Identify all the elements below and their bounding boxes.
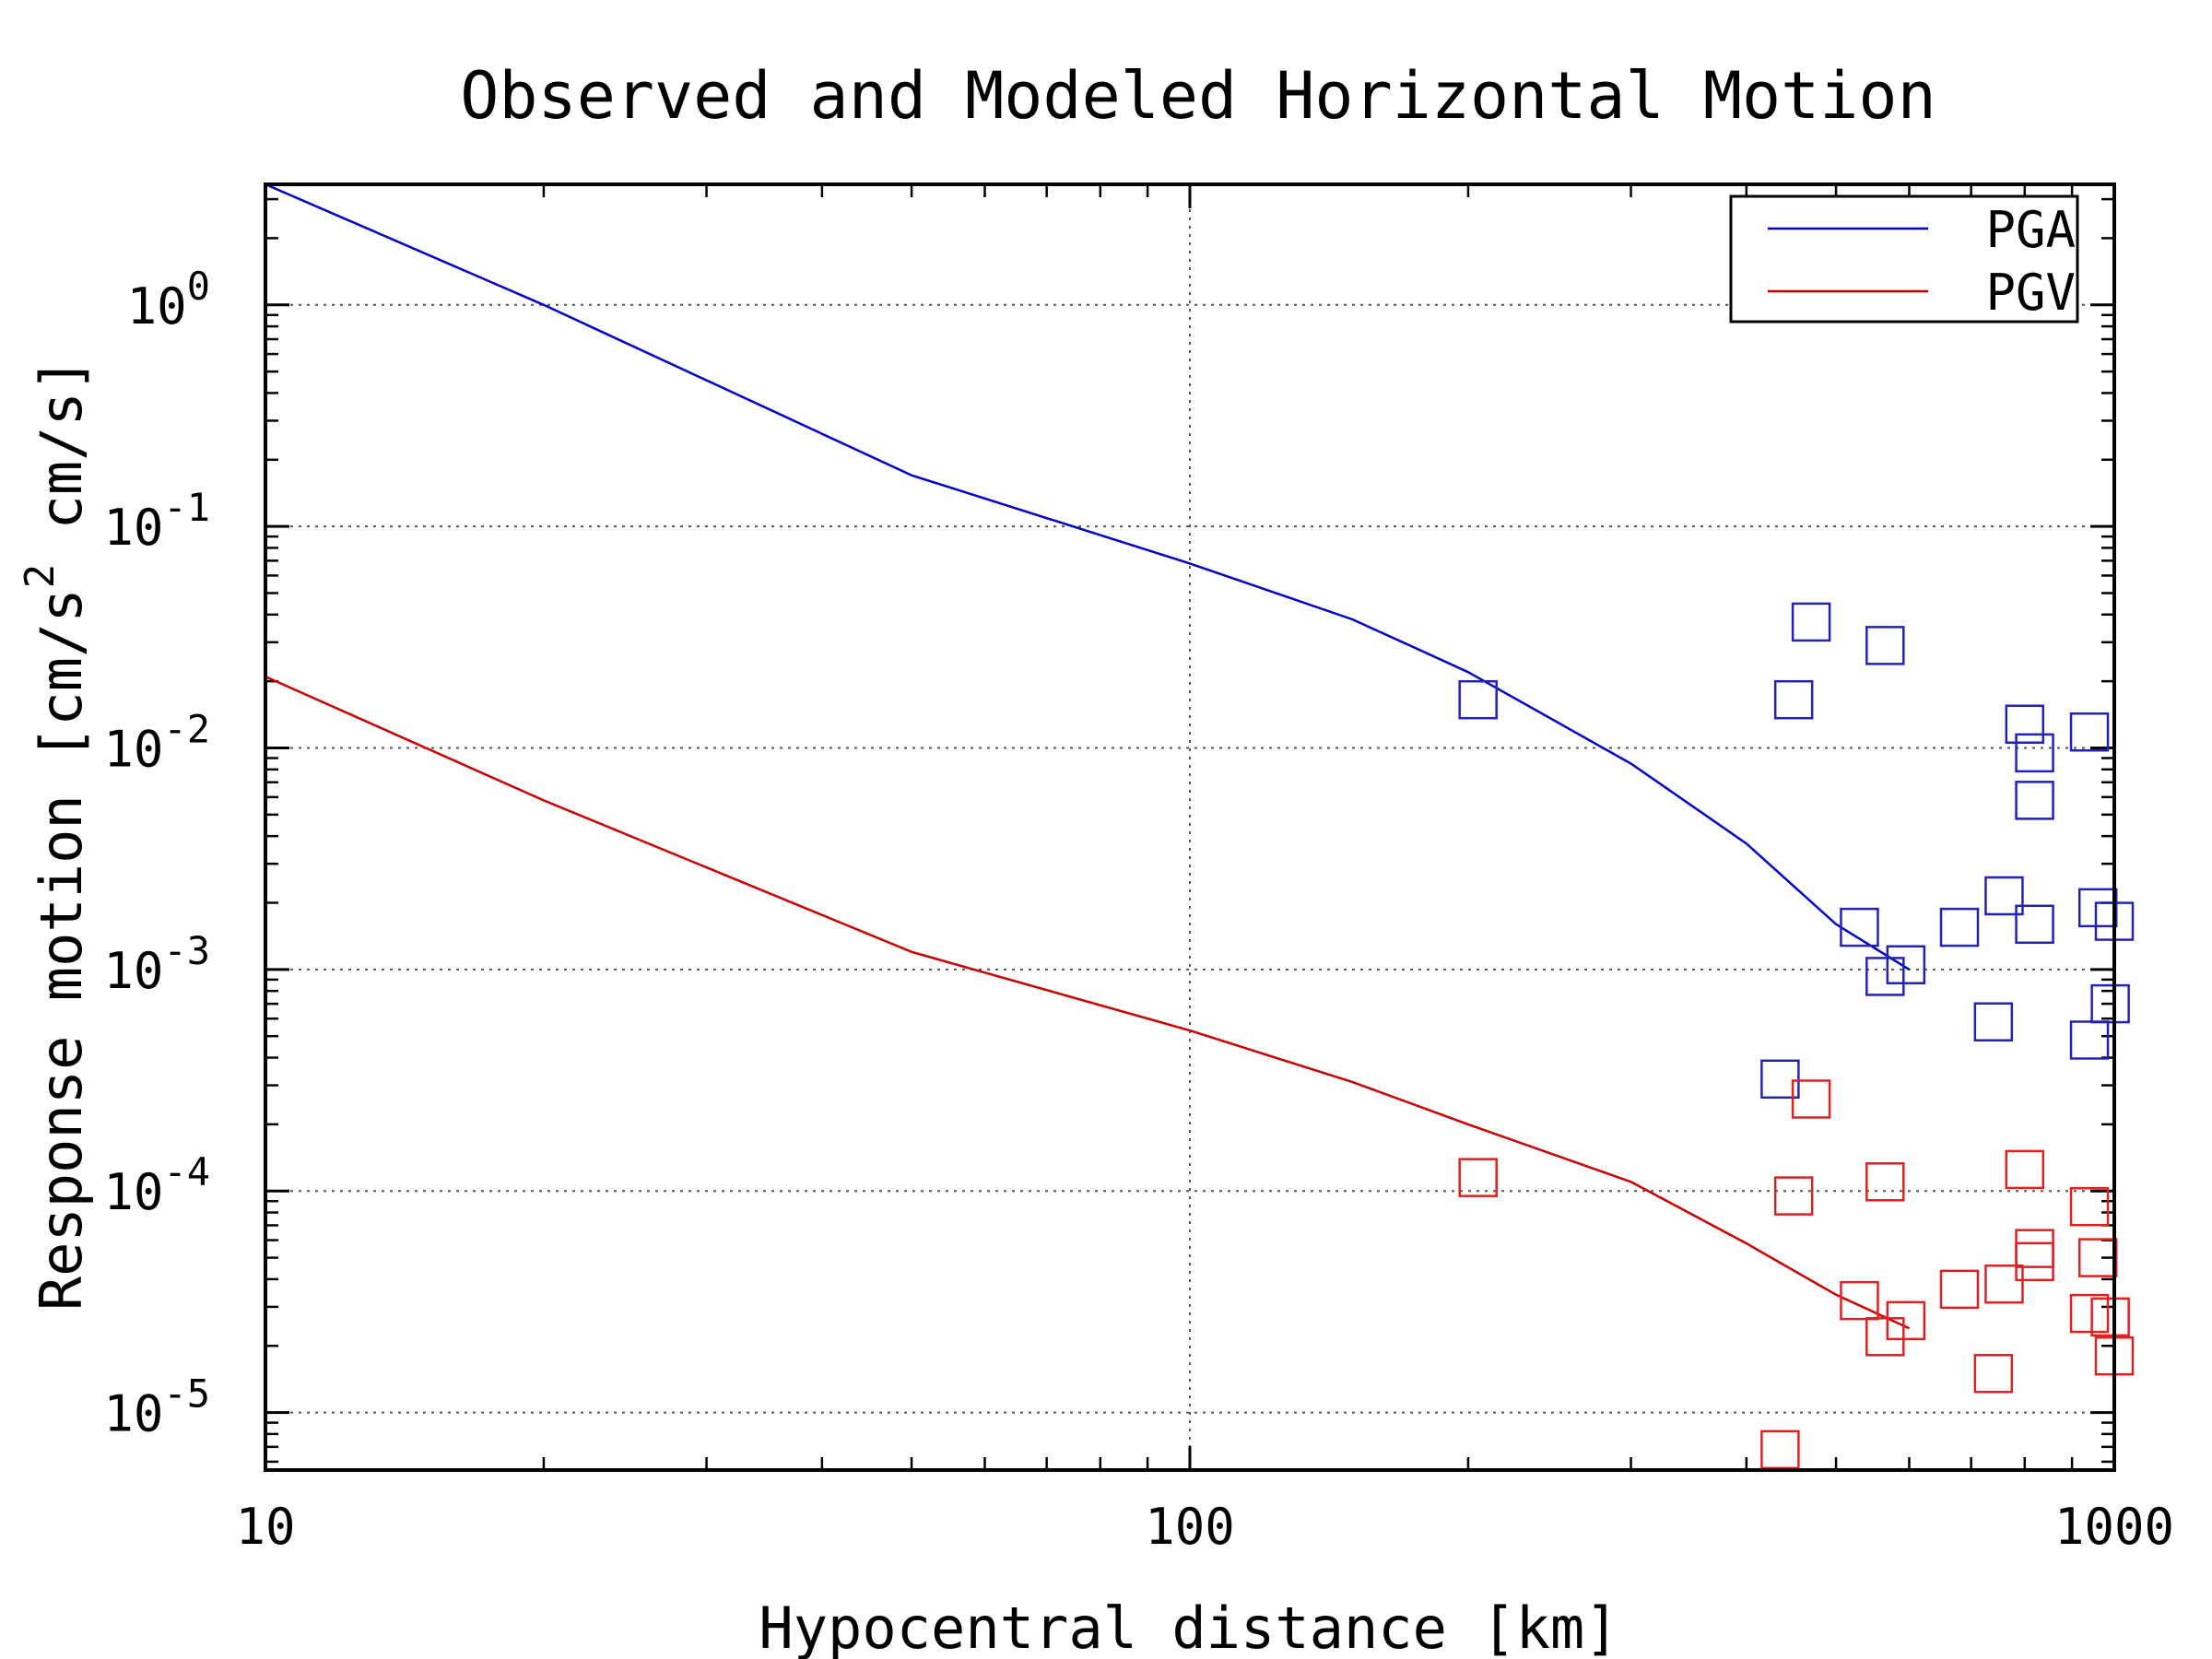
observation-marker	[2069, 712, 2110, 752]
observation-marker	[1973, 1354, 2014, 1394]
legend-label-pgv: PGV	[1985, 264, 2076, 322]
y-tick-exponent: -5	[163, 1371, 210, 1417]
observation-marker	[1939, 907, 1980, 947]
y-tick-base: 10	[103, 942, 163, 1000]
y-axis-label-exponent: 2	[17, 564, 64, 589]
x-tick-label: 1000	[2054, 1498, 2174, 1556]
x-tick-label: 10	[235, 1498, 295, 1556]
observation-marker	[1973, 1002, 2014, 1041]
y-tick-label: 10-5	[103, 1371, 210, 1443]
observation-marker	[1984, 876, 2024, 916]
y-tick-exponent: -1	[163, 485, 210, 530]
axis-ticks	[264, 184, 2116, 1470]
series-layer	[265, 182, 2135, 1470]
observation-marker	[2090, 1297, 2130, 1337]
y-axis-label-main: Response motion [cm/s	[28, 588, 95, 1311]
observation-marker	[1865, 626, 1905, 665]
y-tick-base: 10	[103, 721, 163, 779]
observation-marker	[2015, 733, 2054, 773]
x-tick-label: 100	[1145, 1498, 1235, 1556]
observation-marker	[1840, 907, 1879, 947]
y-tick-base: 10	[127, 277, 187, 335]
plot-frame	[264, 182, 2116, 1472]
y-tick-exponent: 0	[187, 264, 210, 309]
series-line-pga	[265, 182, 1911, 971]
y-axis-label-unit: cm/s]	[28, 358, 95, 564]
observation-marker	[1458, 1158, 1498, 1197]
observation-marker	[1865, 957, 1905, 996]
observation-marker	[1773, 679, 1814, 720]
series-line-pgv	[265, 675, 1911, 1330]
observation-marker	[1773, 1176, 1814, 1216]
observation-marker	[2005, 704, 2045, 744]
y-axis-label: Response motion [cm/s2 cm/s]	[17, 358, 95, 1311]
observation-marker	[2077, 888, 2118, 928]
observation-marker	[1791, 602, 1831, 642]
observation-marker	[2069, 1020, 2110, 1060]
observation-marker	[1886, 1300, 1926, 1341]
observation-marker	[2015, 1241, 2054, 1282]
legend-label-pga: PGA	[1985, 201, 2076, 259]
y-tick-exponent: -2	[163, 707, 210, 752]
y-tick-base: 10	[103, 1385, 163, 1443]
y-tick-exponent: -3	[163, 928, 210, 973]
observation-marker	[1840, 1280, 1879, 1321]
y-tick-exponent: -4	[163, 1149, 210, 1194]
x-axis-label: Hypocentral distance [km]	[759, 1594, 1618, 1659]
y-tick-base: 10	[103, 1163, 163, 1221]
observation-marker	[2069, 1186, 2110, 1227]
observation-marker	[1865, 1162, 1905, 1202]
observation-marker	[2015, 781, 2054, 820]
y-tick-label: 100	[127, 264, 210, 335]
observation-marker	[1886, 945, 1926, 985]
y-tick-label: 10-1	[103, 485, 210, 557]
observation-marker	[1760, 1059, 1800, 1100]
observation-marker	[1865, 1317, 1905, 1357]
observation-marker	[1939, 1269, 1980, 1310]
y-tick-base: 10	[103, 499, 163, 557]
observation-marker	[2077, 1238, 2118, 1277]
observation-marker	[2090, 983, 2130, 1024]
observation-marker	[2015, 904, 2054, 945]
y-tick-label: 10-3	[103, 928, 210, 1000]
y-tick-label: 10-4	[103, 1149, 210, 1221]
observation-marker	[1458, 679, 1498, 720]
observation-marker	[1760, 1430, 1800, 1470]
grid	[265, 184, 2114, 1470]
legend-box	[1729, 194, 2079, 324]
observation-marker	[1984, 1264, 2024, 1304]
observation-marker	[1791, 1079, 1831, 1119]
observation-marker	[2015, 1229, 2054, 1268]
chart-title: Observed and Modeled Horizontal Motion	[460, 58, 1936, 134]
observation-marker	[2069, 1293, 2110, 1334]
y-tick-label: 10-2	[103, 707, 210, 779]
x-tick-labels: 10 100 1000	[235, 1498, 2174, 1556]
observation-marker	[2005, 1149, 2045, 1190]
